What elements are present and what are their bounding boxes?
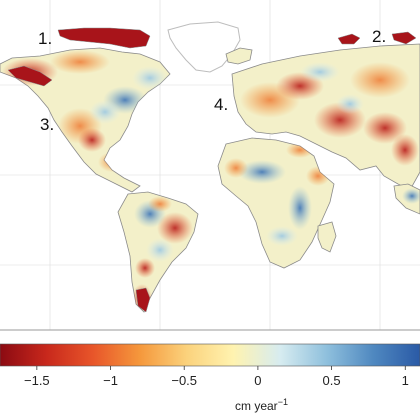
strong-loss-areas <box>7 27 417 313</box>
colorbar-tick-label: 0 <box>254 373 261 388</box>
region-label-2: 2. <box>372 27 386 46</box>
patagonia-loss <box>135 287 151 313</box>
arctic-canada-loss <box>57 27 151 49</box>
colorbar <box>0 343 420 367</box>
severnaya-loss <box>391 31 417 45</box>
svalbard-loss <box>337 33 361 45</box>
colorbar-tick-label: −1 <box>103 373 118 388</box>
alaska-loss <box>7 65 53 87</box>
region-label-3: 3. <box>40 115 54 134</box>
colorbar-tick-label: −1.5 <box>24 373 50 388</box>
colorbar-tick-label: 1 <box>402 373 409 388</box>
colorbar-ticks: −1.5 −1 −0.5 0 0.5 1 <box>24 366 409 388</box>
region-label-4: 4. <box>214 95 228 114</box>
colorbar-unit-exponent: −1 <box>278 397 288 407</box>
scandinavia <box>225 47 253 65</box>
colorbar-tick-label: −0.5 <box>171 373 197 388</box>
madagascar <box>317 221 337 253</box>
region-label-1: 1. <box>38 29 52 48</box>
greenland-outline <box>167 21 241 73</box>
colorbar-unit-label: cm year−1 <box>235 397 288 413</box>
colorbar-unit: cm year <box>235 399 278 413</box>
colorbar-tick-label: 0.5 <box>323 373 341 388</box>
